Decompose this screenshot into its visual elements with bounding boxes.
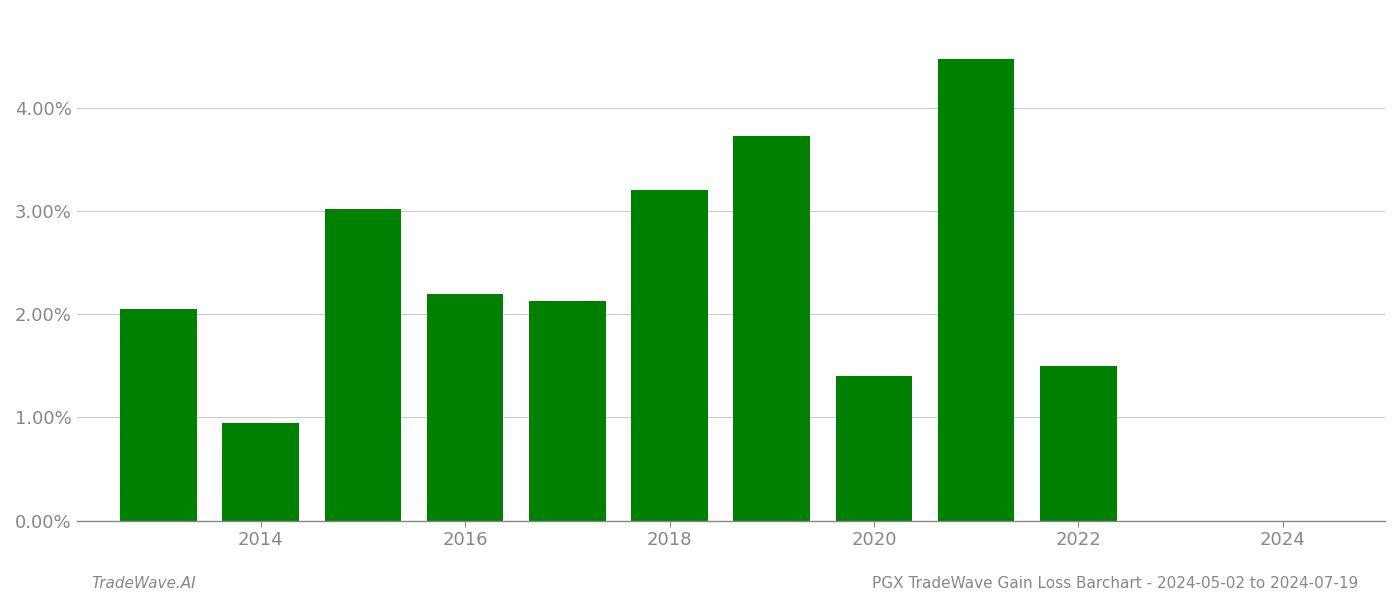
Bar <box>529 301 606 521</box>
Text: PGX TradeWave Gain Loss Barchart - 2024-05-02 to 2024-07-19: PGX TradeWave Gain Loss Barchart - 2024-… <box>872 576 1358 591</box>
Bar <box>223 422 300 521</box>
Bar <box>325 209 402 521</box>
Bar <box>427 293 504 521</box>
Bar <box>836 376 913 521</box>
Bar <box>734 136 811 521</box>
Text: TradeWave.AI: TradeWave.AI <box>91 576 196 591</box>
Bar <box>631 190 708 521</box>
Bar <box>120 309 197 521</box>
Bar <box>1040 366 1117 521</box>
Bar <box>938 59 1015 521</box>
